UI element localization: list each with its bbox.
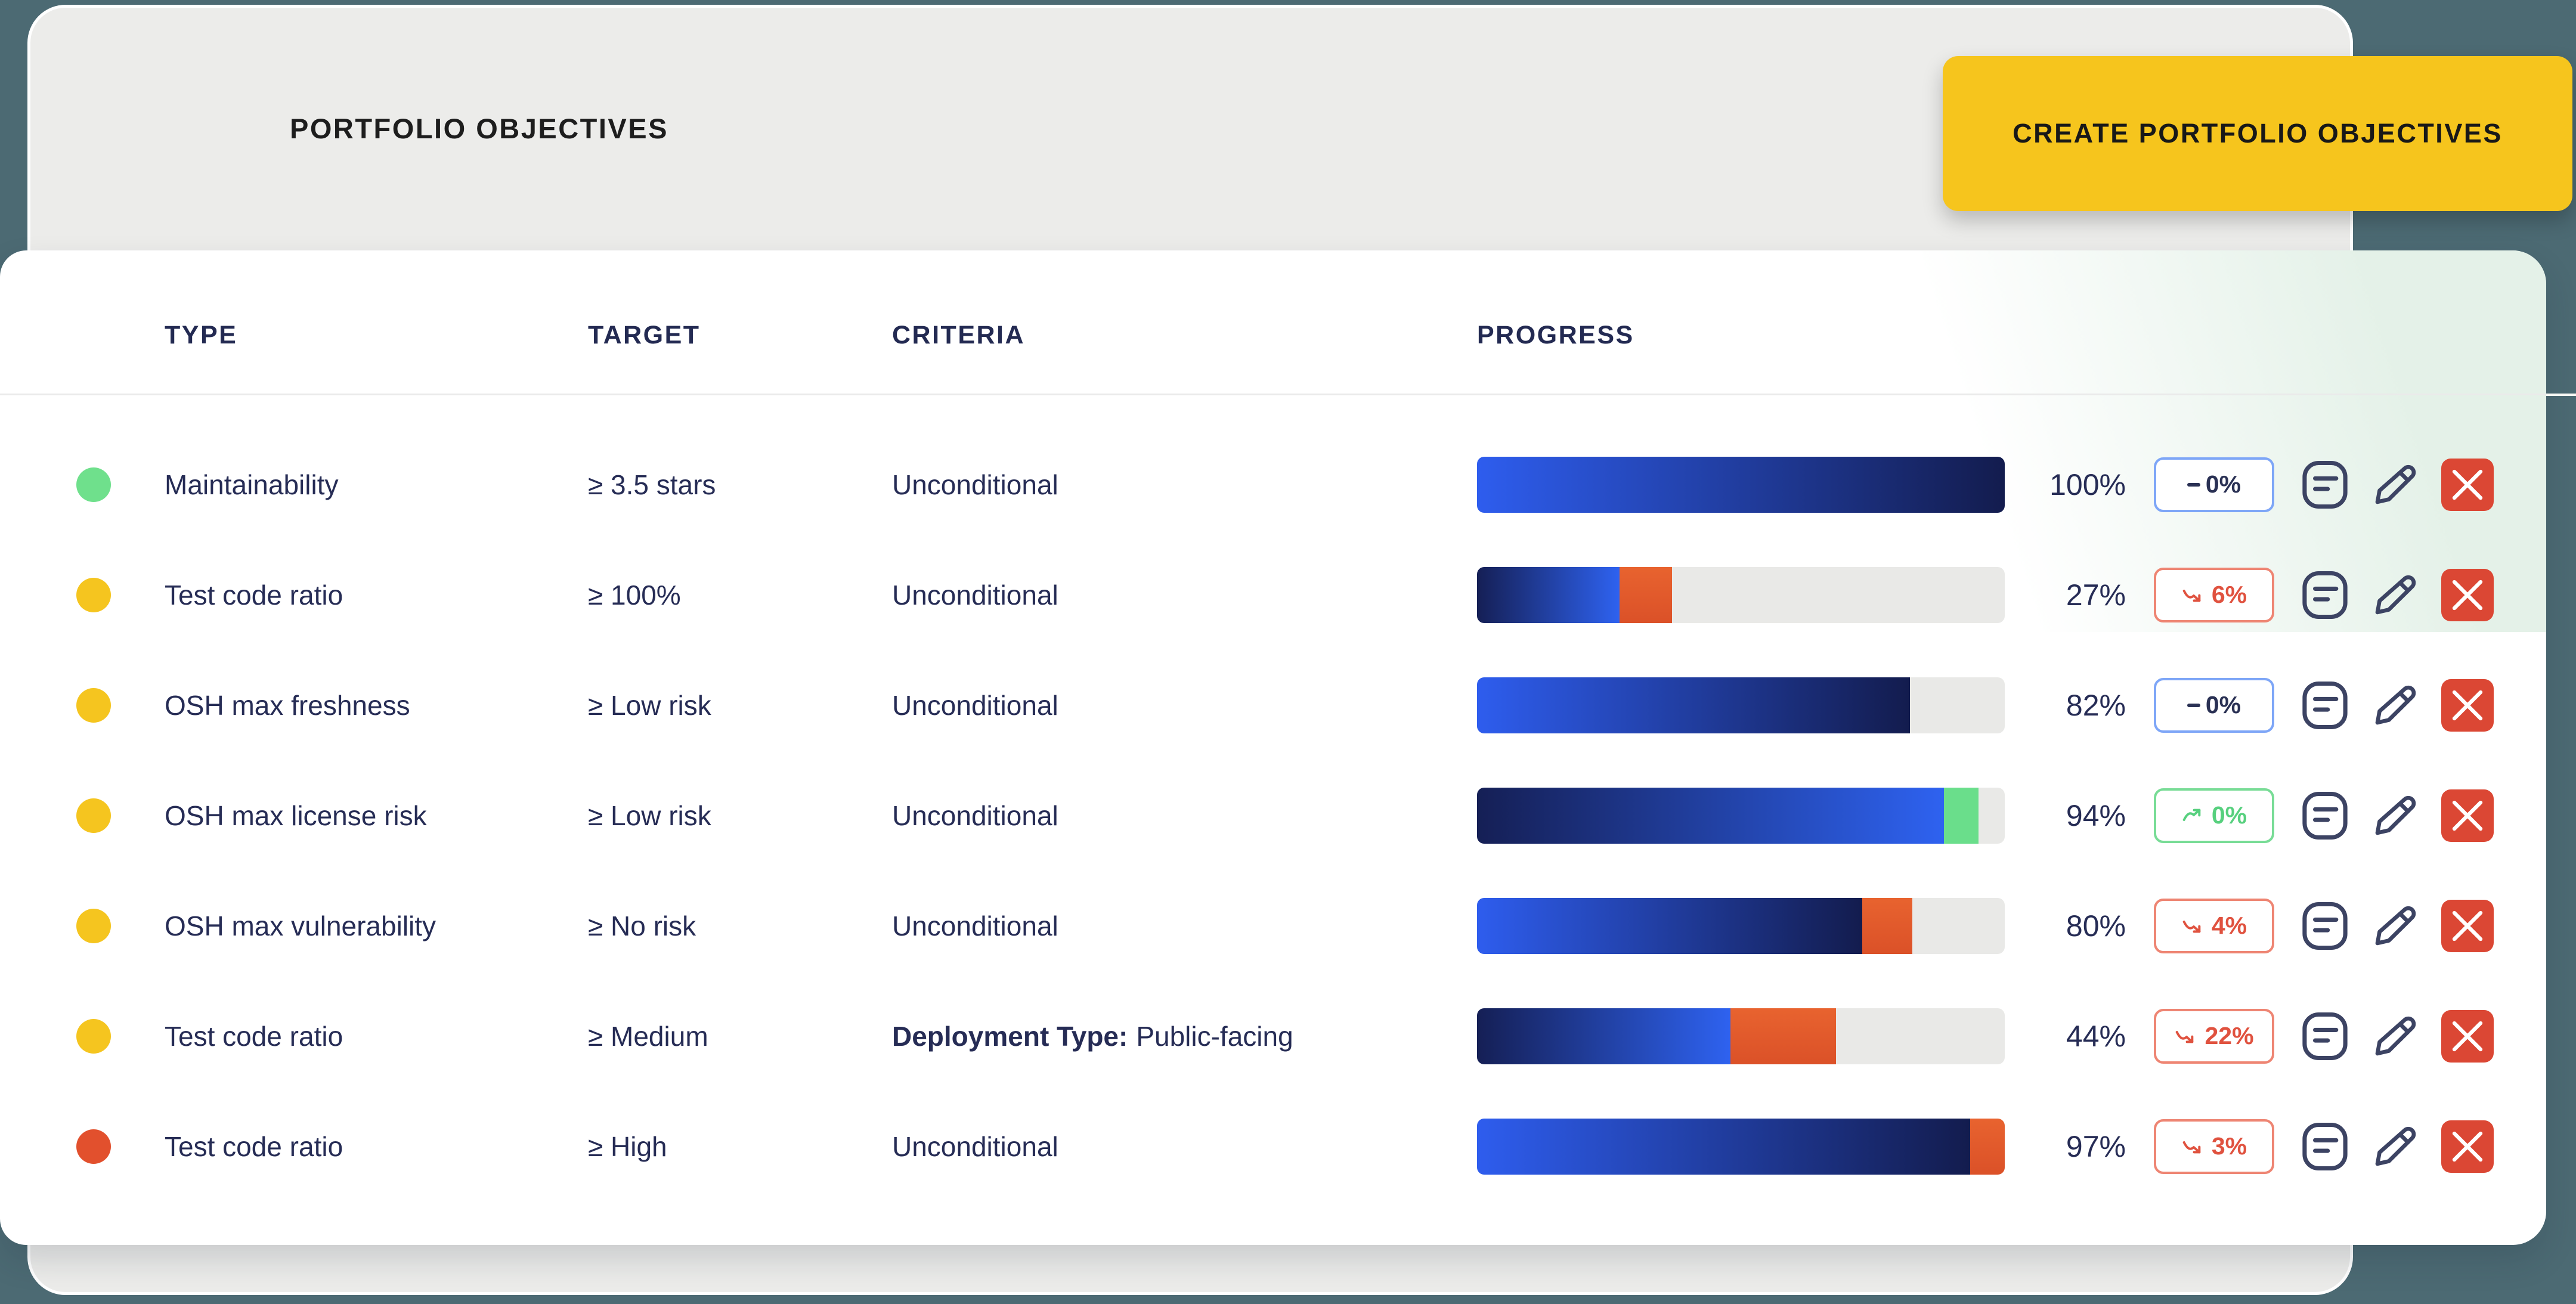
objective-type: OSH max vulnerability — [165, 910, 436, 941]
edit-button[interactable] — [2368, 568, 2420, 622]
objective-target: ≥ 100% — [588, 579, 681, 611]
table-row: OSH max freshness ≥ Low risk Uncondition… — [0, 650, 2546, 760]
trend-down-icon — [2176, 1030, 2194, 1043]
details-button[interactable] — [2299, 1009, 2351, 1064]
table-row: Test code ratio ≥ 100% Unconditional 27%… — [0, 540, 2546, 650]
progress-bar — [1477, 677, 2005, 733]
progress-bar — [1477, 897, 2005, 954]
objective-type: OSH max freshness — [165, 689, 410, 721]
edit-button[interactable] — [2368, 1119, 2420, 1174]
objective-type: Test code ratio — [165, 1020, 343, 1052]
trend-badge: 4% — [2154, 898, 2274, 953]
status-dot — [76, 1018, 111, 1054]
objective-type: Maintainability — [165, 469, 339, 500]
edit-button[interactable] — [2368, 788, 2420, 843]
progress-bar — [1477, 1008, 2005, 1064]
progress-percent: 44% — [2066, 1019, 2126, 1053]
trend-badge: 22% — [2154, 1008, 2274, 1064]
trend-down-icon — [2182, 1141, 2201, 1153]
table-row: OSH max license risk ≥ Low risk Uncondit… — [0, 760, 2546, 871]
edit-button[interactable] — [2368, 899, 2420, 953]
table-row: Maintainability ≥ 3.5 stars Unconditiona… — [0, 429, 2546, 540]
progress-percent: 82% — [2066, 688, 2126, 722]
column-header-type: TYPE — [165, 321, 238, 349]
delete-button[interactable] — [2441, 1009, 2494, 1063]
status-dot — [76, 467, 111, 502]
status-dot — [76, 798, 111, 833]
details-button[interactable] — [2299, 899, 2351, 953]
table-row: Test code ratio ≥ Medium Deployment Type… — [0, 981, 2546, 1091]
objective-criteria: Unconditional — [892, 800, 1058, 831]
trend-badge: 0% — [2154, 788, 2274, 843]
progress-percent: 80% — [2066, 909, 2126, 943]
objective-target: ≥ High — [588, 1130, 667, 1162]
details-button[interactable] — [2299, 788, 2351, 843]
column-header-criteria: CRITERIA — [892, 321, 1026, 349]
trend-badge: 0% — [2154, 457, 2274, 512]
trend-up-icon — [2182, 809, 2201, 821]
trend-badge: 3% — [2154, 1119, 2274, 1174]
status-dot — [76, 1129, 111, 1164]
trend-down-icon — [2182, 920, 2201, 933]
details-button[interactable] — [2299, 568, 2351, 622]
table-row: Test code ratio ≥ High Unconditional 97%… — [0, 1091, 2546, 1201]
objective-target: ≥ 3.5 stars — [588, 469, 716, 500]
progress-percent: 27% — [2066, 578, 2126, 612]
details-button[interactable] — [2299, 678, 2351, 733]
objective-target: ≥ No risk — [588, 910, 696, 941]
objective-target: ≥ Medium — [588, 1020, 708, 1052]
trend-equal-icon — [2187, 482, 2200, 487]
create-portfolio-objectives-button[interactable]: CREATE PORTFOLIO OBJECTIVES — [1943, 56, 2572, 211]
column-header-progress: PROGRESS — [1477, 321, 1634, 349]
objectives-table-card: TYPE TARGET CRITERIA PROGRESS Maintainab… — [0, 250, 2546, 1245]
objectives-rows: Maintainability ≥ 3.5 stars Unconditiona… — [0, 429, 2546, 1201]
details-button[interactable] — [2299, 457, 2351, 512]
trend-down-icon — [2182, 589, 2201, 602]
edit-button[interactable] — [2368, 1009, 2420, 1064]
progress-bar — [1477, 1118, 2005, 1175]
objective-criteria: Unconditional — [892, 579, 1058, 611]
status-dot — [76, 577, 111, 612]
edit-button[interactable] — [2368, 678, 2420, 733]
trend-badge: 6% — [2154, 567, 2274, 622]
edit-button[interactable] — [2368, 457, 2420, 512]
objective-type: Test code ratio — [165, 579, 343, 611]
progress-percent: 97% — [2066, 1129, 2126, 1163]
delete-button[interactable] — [2441, 679, 2494, 732]
progress-bar — [1477, 566, 2005, 623]
header-divider-extension — [2546, 394, 2576, 396]
trend-badge: 0% — [2154, 677, 2274, 733]
delete-button[interactable] — [2441, 899, 2494, 952]
details-button[interactable] — [2299, 1119, 2351, 1174]
trend-equal-icon — [2187, 703, 2200, 707]
objective-target: ≥ Low risk — [588, 689, 711, 721]
objective-criteria: Deployment Type: Public-facing — [892, 1020, 1293, 1052]
header-divider — [0, 394, 2546, 395]
status-dot — [76, 908, 111, 943]
objective-criteria: Unconditional — [892, 469, 1058, 500]
delete-button[interactable] — [2441, 458, 2494, 511]
column-header-target: TARGET — [588, 321, 701, 349]
table-row: OSH max vulnerability ≥ No risk Uncondit… — [0, 871, 2546, 981]
objective-criteria: Unconditional — [892, 910, 1058, 941]
status-dot — [76, 687, 111, 723]
objective-target: ≥ Low risk — [588, 800, 711, 831]
delete-button[interactable] — [2441, 1120, 2494, 1173]
objective-type: Test code ratio — [165, 1130, 343, 1162]
page-title: PORTFOLIO OBJECTIVES — [290, 113, 668, 144]
objective-criteria: Unconditional — [892, 689, 1058, 721]
progress-bar — [1477, 787, 2005, 844]
delete-button[interactable] — [2441, 789, 2494, 842]
delete-button[interactable] — [2441, 568, 2494, 621]
objective-type: OSH max license risk — [165, 800, 427, 831]
progress-percent: 94% — [2066, 798, 2126, 832]
progress-percent: 100% — [2049, 467, 2126, 501]
progress-bar — [1477, 456, 2005, 513]
objective-criteria: Unconditional — [892, 1130, 1058, 1162]
